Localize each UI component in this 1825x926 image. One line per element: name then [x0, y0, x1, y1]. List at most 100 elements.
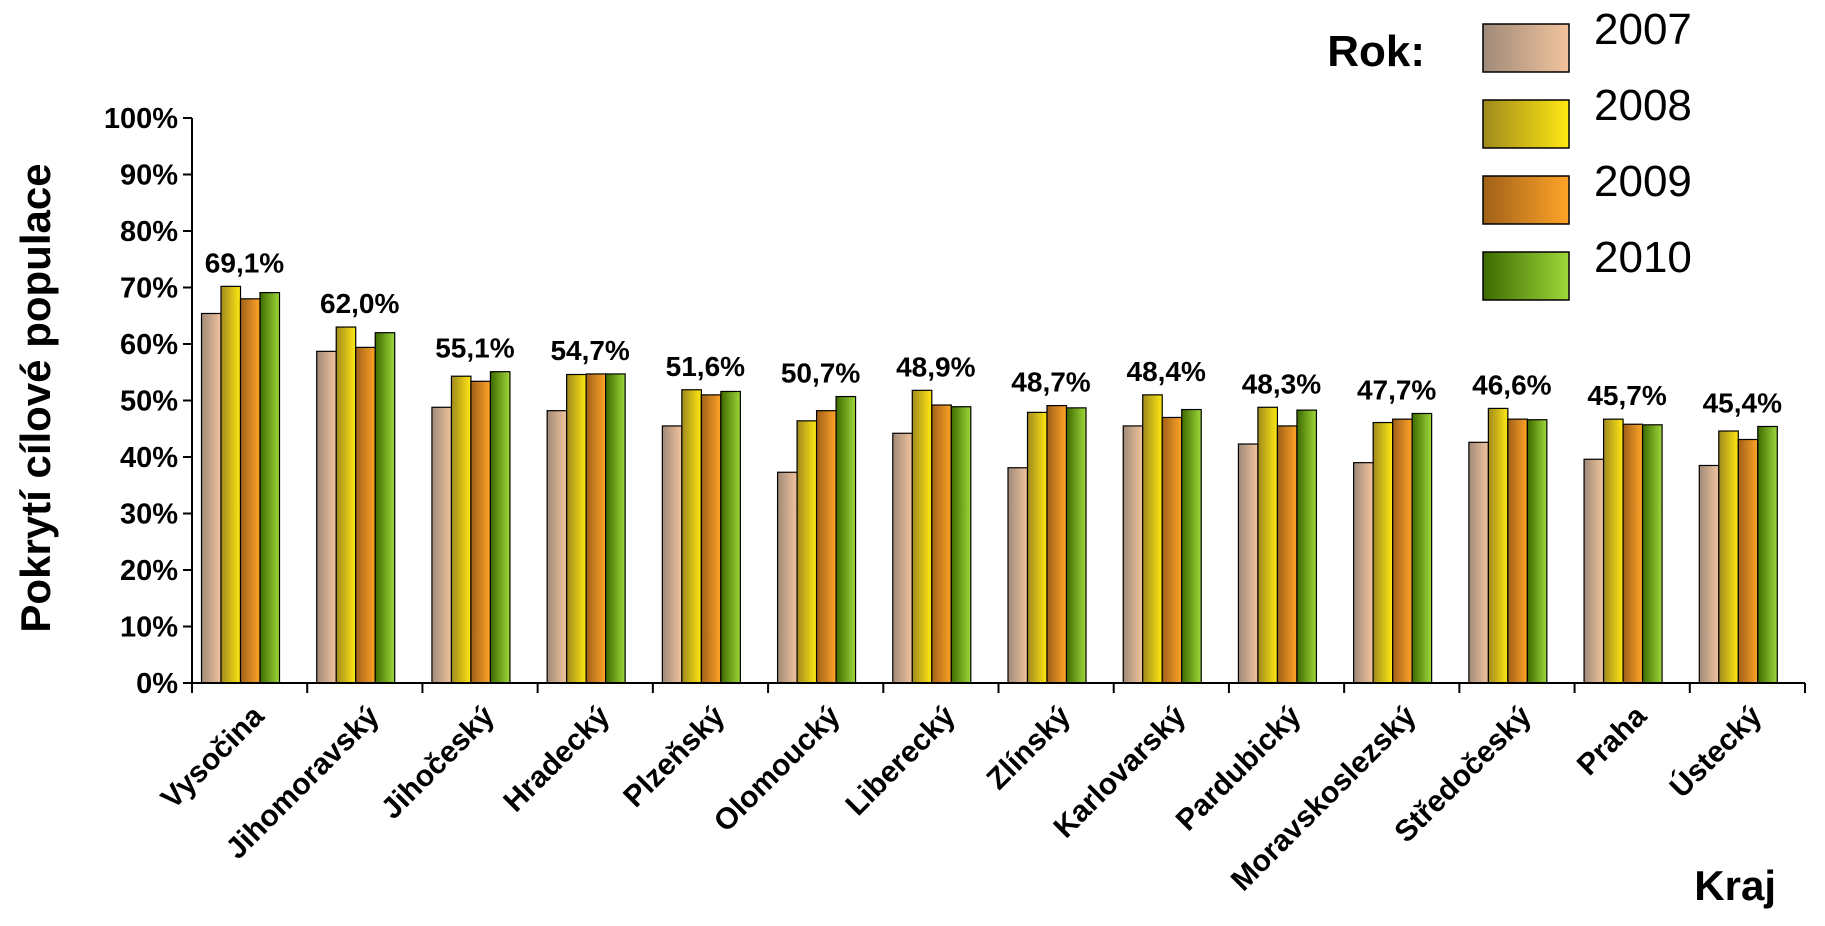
bar-2010-10: [1411, 412, 1433, 684]
bar-2007-13: [1698, 464, 1720, 684]
bar-2010-8: [1181, 408, 1202, 684]
bar-2007-7: [1007, 467, 1029, 684]
x-tick-label: Vysočina: [155, 699, 271, 815]
bar-2010-3: [605, 373, 626, 684]
legend-label-2008: 2008: [1594, 81, 1692, 130]
bar-2007-3: [546, 410, 568, 684]
data-label: 45,7%: [1587, 380, 1666, 411]
bar-2009-11: [1507, 418, 1528, 684]
bar-2010-9: [1296, 409, 1318, 684]
y-tick-label: 10%: [120, 612, 178, 644]
data-label: 55,1%: [435, 333, 514, 364]
bar-2009-4: [700, 394, 722, 684]
data-label: 62,0%: [320, 288, 399, 319]
bar-2008-1: [335, 326, 357, 684]
x-axis-title: Kraj: [1694, 862, 1776, 909]
legend-title: Rok:: [1327, 27, 1425, 76]
bar-2008-12: [1602, 418, 1624, 684]
bar-2007-1: [316, 350, 337, 684]
y-tick-label: 80%: [120, 216, 178, 248]
bar-2008-2: [450, 375, 472, 684]
bar-2009-0: [239, 298, 261, 684]
bar-2010-7: [1065, 407, 1087, 684]
data-label: 45,4%: [1703, 387, 1782, 418]
y-tick-label: 70%: [120, 273, 178, 305]
legend-label-2007: 2007: [1594, 5, 1692, 54]
data-label: 69,1%: [205, 247, 284, 278]
y-tick-label: 0%: [136, 668, 178, 700]
bar-2009-3: [585, 373, 607, 684]
legend-label-2009: 2009: [1594, 157, 1692, 206]
data-label: 47,7%: [1357, 374, 1436, 405]
bar-2008-6: [911, 389, 933, 684]
bar-2010-0: [259, 291, 281, 684]
bar-2008-8: [1142, 394, 1163, 684]
y-tick-label: 30%: [120, 499, 178, 531]
x-tick-label: Ústecký: [1663, 699, 1769, 805]
bar-2008-11: [1487, 407, 1509, 684]
bar-2008-0: [220, 285, 242, 684]
bar-2009-2: [470, 380, 492, 684]
bar-2008-10: [1372, 421, 1394, 684]
x-tick-label: Praha: [1571, 699, 1654, 782]
bar-2009-7: [1046, 404, 1068, 684]
bar-2010-4: [720, 390, 741, 684]
x-tick-label: Hradecký: [497, 699, 616, 818]
bar-2007-2: [431, 406, 453, 684]
x-tick-label: Plzeňský: [617, 699, 731, 813]
y-tick-label: 50%: [120, 386, 178, 418]
y-tick-label: 90%: [120, 160, 178, 192]
bar-2010-11: [1526, 419, 1548, 684]
bar-2007-10: [1353, 462, 1374, 684]
legend-label-2010: 2010: [1594, 233, 1692, 282]
bar-2008-4: [681, 389, 702, 684]
data-label: 48,3%: [1242, 368, 1321, 399]
bar-2008-9: [1257, 406, 1279, 684]
y-axis-title: Pokrytí cílové populace: [12, 163, 59, 632]
bar-2009-6: [931, 404, 952, 684]
legend: Rok: 2007 2008 2009 2010: [1327, 5, 1692, 301]
bar-2007-8: [1122, 425, 1144, 684]
data-label: 48,4%: [1127, 356, 1206, 387]
bar-2009-1: [355, 346, 376, 684]
bar-2010-2: [489, 371, 511, 684]
bar-2007-6: [892, 432, 913, 684]
data-labels: 69,1% 62,0% 55,1% 54,7% 51,6% 50,7% 48,9% 48,7%…: [205, 247, 1782, 418]
bar-2009-12: [1622, 423, 1644, 684]
bar-2007-12: [1583, 458, 1605, 684]
bar-2010-1: [374, 332, 396, 684]
bar-2009-5: [815, 410, 837, 684]
legend-swatch-2007: [1482, 23, 1570, 73]
data-label: 48,7%: [1011, 367, 1090, 398]
bar-2010-5: [835, 395, 857, 684]
data-label: 50,7%: [781, 358, 860, 389]
bar-2010-12: [1641, 424, 1663, 684]
data-label: 54,7%: [550, 335, 629, 366]
bar-2010-13: [1757, 425, 1778, 684]
bar-2007-0: [200, 312, 222, 684]
bar-2008-5: [796, 420, 818, 684]
bar-2010-6: [950, 406, 972, 684]
y-tick-label: 40%: [120, 442, 178, 474]
bar-2009-13: [1737, 438, 1759, 684]
bar-2009-10: [1392, 418, 1413, 684]
bar-2008-7: [1026, 411, 1048, 684]
bar-2009-9: [1276, 425, 1298, 684]
y-tick-label: 20%: [120, 555, 178, 587]
bar-2007-5: [776, 471, 798, 684]
bar-2009-8: [1161, 416, 1183, 684]
x-tick-label: Liberecký: [839, 699, 962, 822]
bar-2008-3: [566, 373, 587, 684]
x-tick-label: Zlínský: [981, 699, 1078, 796]
y-tick-label: 60%: [120, 329, 178, 361]
y-tick-label: 100%: [104, 103, 178, 135]
bar-2008-13: [1718, 430, 1739, 684]
bar-2007-11: [1468, 441, 1489, 684]
data-label: 46,6%: [1472, 369, 1551, 400]
legend-swatch-2010: [1482, 251, 1570, 301]
data-label: 48,9%: [896, 351, 975, 382]
y-axis: 0% 10% 20% 30% 40% 50% 60% 70% 80% 90% 100%: [104, 103, 193, 700]
data-label: 51,6%: [666, 351, 745, 382]
